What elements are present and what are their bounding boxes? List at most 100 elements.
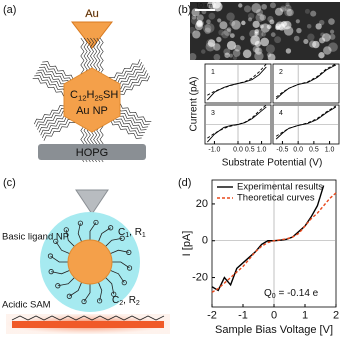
sam-params-part: 2	[119, 300, 123, 307]
ligand	[42, 61, 74, 81]
ligand	[111, 117, 144, 137]
grain	[261, 31, 266, 37]
grain	[256, 9, 264, 16]
grain	[328, 42, 338, 52]
ligand	[108, 59, 141, 79]
sam-params-part: 2	[136, 300, 140, 307]
ligand-head	[97, 298, 103, 304]
panel-label: (a)	[3, 4, 16, 16]
substrate-label: HOPG	[76, 147, 108, 159]
grain	[274, 36, 282, 44]
grain	[285, 2, 290, 7]
grain	[226, 40, 237, 50]
shell-params-part: 1	[125, 232, 129, 239]
grain	[254, 31, 259, 36]
shell-params-part: 1	[142, 232, 146, 239]
series-line	[207, 63, 267, 96]
grain	[303, 38, 309, 45]
ligand	[51, 270, 70, 275]
formula-part: H	[87, 89, 95, 101]
grain	[310, 10, 317, 17]
grain	[284, 4, 292, 12]
ligand	[110, 249, 129, 254]
grain	[329, 33, 336, 40]
formula: C12H25SH	[70, 89, 118, 102]
ligand	[50, 255, 69, 263]
ligand-head	[53, 238, 59, 244]
sam-params-part: , R	[123, 295, 136, 306]
grain	[238, 3, 243, 8]
series-line	[275, 64, 337, 100]
legend-label: Theoretical curves	[237, 193, 315, 204]
grain	[259, 14, 266, 21]
tip	[75, 189, 109, 215]
grain	[270, 32, 276, 37]
grain	[251, 3, 262, 13]
ligand	[39, 66, 71, 86]
grain	[269, 19, 275, 25]
sam-chains	[11, 315, 165, 321]
ligand	[80, 37, 85, 75]
grain	[323, 46, 332, 55]
grain	[286, 8, 294, 17]
ligand-head	[63, 227, 69, 233]
y-axis-label: Current (pA)	[189, 76, 200, 131]
grain	[201, 49, 206, 54]
grain	[265, 44, 275, 54]
ligand	[115, 70, 147, 90]
panel-label: (c)	[3, 177, 16, 189]
x-tick-label: 0.5	[245, 146, 255, 153]
grain	[252, 20, 260, 28]
x-tick-label: 0.0	[233, 146, 243, 153]
x-tick-label: 0.5	[309, 146, 319, 153]
grain	[312, 40, 320, 49]
ligands	[47, 219, 133, 305]
grain	[252, 45, 260, 53]
grain	[293, 35, 300, 42]
x-tick-label: 2	[333, 310, 339, 322]
ligand-head	[66, 293, 72, 299]
ligand	[86, 37, 91, 75]
ligand	[118, 75, 150, 95]
grain	[228, 53, 233, 58]
grain	[269, 2, 276, 9]
ligand	[105, 277, 115, 295]
grain	[278, 23, 286, 31]
grain	[260, 23, 270, 33]
ligand	[110, 61, 142, 81]
grain	[213, 43, 221, 51]
ligand	[37, 110, 69, 130]
shell-params-part: C	[118, 227, 125, 238]
grain	[224, 52, 230, 58]
ligand	[98, 227, 111, 242]
x-tick-label: 1.0	[325, 146, 335, 153]
grain	[260, 37, 270, 47]
grain	[267, 16, 274, 23]
panel-label: (b)	[178, 4, 191, 16]
grain	[226, 12, 235, 22]
ligand	[35, 107, 68, 127]
substrate	[38, 144, 146, 160]
series-line	[275, 63, 337, 98]
grain	[328, 18, 335, 25]
ligand	[32, 77, 65, 97]
ligand	[118, 105, 150, 125]
ligand-head	[121, 280, 127, 286]
ligand	[89, 222, 97, 241]
particle-label: Basic ligand NP	[2, 232, 69, 243]
x-tick-label: 1.0	[257, 146, 267, 153]
series-line	[275, 106, 337, 140]
y-axis-label: I [pA]	[181, 231, 193, 257]
ligand-head	[119, 235, 125, 241]
x-tick-label: 0.0	[293, 146, 303, 153]
subplot-label: 4	[279, 110, 283, 117]
grain	[188, 26, 196, 34]
grain	[217, 18, 222, 23]
ligand	[119, 103, 152, 123]
shell-params-part: , R	[129, 227, 142, 238]
x-axis-label: Sample Bias Voltage [V]	[215, 324, 333, 336]
grain	[206, 19, 211, 25]
grain	[241, 20, 246, 26]
annotation-part: 0	[272, 293, 276, 300]
grain	[304, 8, 310, 14]
